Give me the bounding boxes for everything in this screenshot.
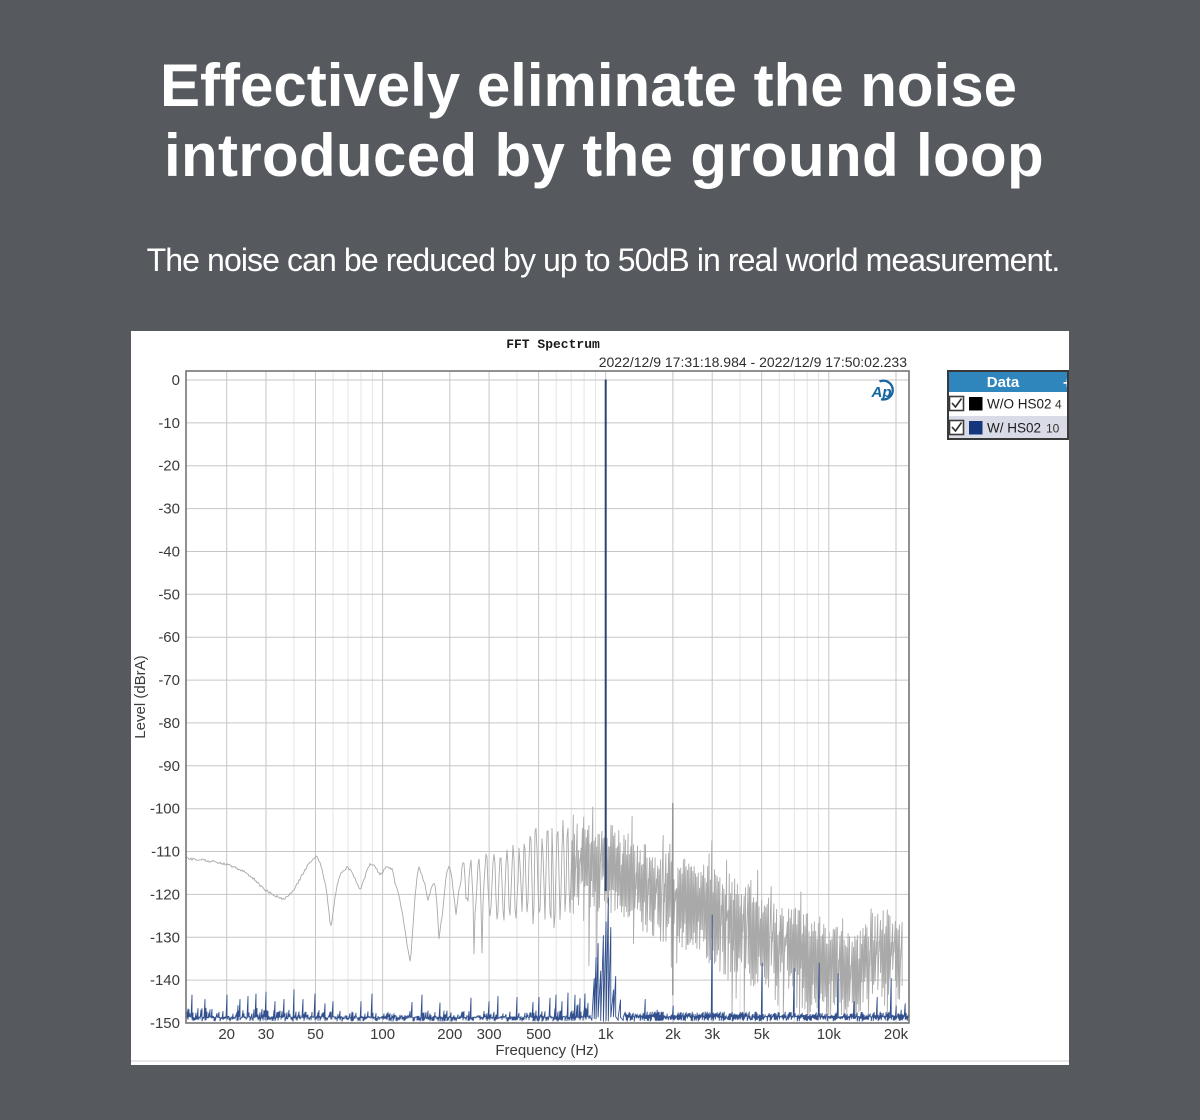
svg-text:1k: 1k bbox=[598, 1026, 614, 1043]
svg-text:4: 4 bbox=[1055, 398, 1062, 412]
svg-text:200: 200 bbox=[437, 1026, 462, 1043]
svg-text:FFT Spectrum: FFT Spectrum bbox=[506, 337, 600, 352]
svg-text:2022/12/9 17:31:18.984 - 2022/: 2022/12/9 17:31:18.984 - 2022/12/9 17:50… bbox=[599, 354, 907, 370]
svg-text:20k: 20k bbox=[884, 1026, 909, 1043]
svg-text:-40: -40 bbox=[158, 544, 180, 561]
svg-text:100: 100 bbox=[370, 1026, 395, 1043]
svg-text:-60: -60 bbox=[158, 629, 180, 646]
svg-text:W/O HS02: W/O HS02 bbox=[987, 397, 1052, 412]
svg-text:Data: Data bbox=[987, 374, 1020, 391]
svg-text:30: 30 bbox=[258, 1026, 275, 1043]
svg-text:-10: -10 bbox=[158, 415, 180, 432]
svg-text:300: 300 bbox=[477, 1026, 502, 1043]
svg-text:W/ HS02: W/ HS02 bbox=[987, 421, 1041, 436]
svg-text:5k: 5k bbox=[754, 1026, 770, 1043]
svg-text:50: 50 bbox=[307, 1026, 324, 1043]
svg-text:20: 20 bbox=[218, 1026, 235, 1043]
svg-text:2k: 2k bbox=[665, 1026, 681, 1043]
svg-text:0: 0 bbox=[172, 372, 180, 389]
svg-text:10k: 10k bbox=[817, 1026, 842, 1043]
svg-text:500: 500 bbox=[526, 1026, 551, 1043]
svg-text:Level (dBrA): Level (dBrA) bbox=[132, 655, 149, 738]
svg-text:+: + bbox=[1063, 375, 1069, 392]
svg-text:-20: -20 bbox=[158, 458, 180, 475]
svg-text:-70: -70 bbox=[158, 672, 180, 689]
svg-text:-100: -100 bbox=[150, 801, 180, 818]
svg-text:10: 10 bbox=[1046, 422, 1060, 436]
svg-text:-110: -110 bbox=[151, 844, 180, 861]
svg-text:Ap: Ap bbox=[871, 384, 892, 401]
svg-text:-140: -140 bbox=[150, 972, 180, 989]
svg-text:-50: -50 bbox=[158, 586, 180, 603]
svg-text:-120: -120 bbox=[150, 886, 180, 903]
svg-text:Frequency (Hz): Frequency (Hz) bbox=[495, 1042, 598, 1059]
svg-text:-130: -130 bbox=[150, 929, 180, 946]
svg-text:-80: -80 bbox=[158, 715, 180, 732]
svg-text:-90: -90 bbox=[158, 758, 180, 775]
svg-text:-30: -30 bbox=[158, 501, 180, 518]
svg-text:-150: -150 bbox=[150, 1015, 180, 1032]
svg-text:3k: 3k bbox=[704, 1026, 720, 1043]
